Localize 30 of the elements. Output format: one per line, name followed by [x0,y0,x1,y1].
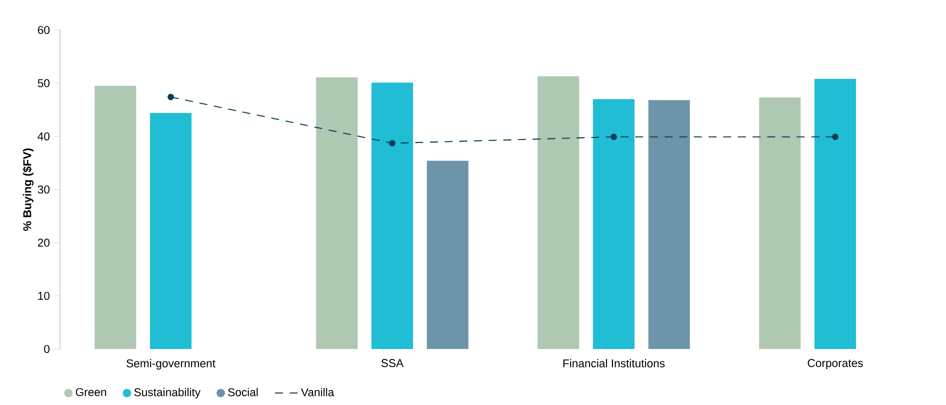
point [389,140,396,146]
legend-label: Sustainability [134,388,201,398]
x-tick-label: SSA [381,359,404,368]
bar [648,100,690,349]
y-tick-label: 20 [38,238,50,247]
y-tick-label: 10 [38,292,50,300]
bar [538,76,580,349]
bar [316,77,358,349]
point [832,134,838,140]
x-tick-label: Corporates [808,359,863,370]
bar [814,78,856,349]
bar [426,160,468,349]
y-tick-label: 0 [44,345,50,354]
y-tick-label: 60 [38,26,50,34]
legend-label: Social [228,388,258,396]
bar [759,98,801,349]
y-axis-title: % Buying ($FV) [22,148,34,231]
y-tick-label: 40 [38,132,50,140]
y-tick-label: 50 [38,79,50,88]
point [610,134,617,140]
legend-label: Vanilla [300,388,334,396]
point [168,94,174,100]
y-tick-label: 30 [38,186,50,194]
bar [592,99,635,349]
bar [371,82,414,349]
bar [150,112,192,349]
bar [94,86,136,349]
x-tick-label: Semi-government [126,359,216,370]
legend-label: Green [76,388,106,396]
x-tick-label: Financial Institutions [563,359,665,368]
